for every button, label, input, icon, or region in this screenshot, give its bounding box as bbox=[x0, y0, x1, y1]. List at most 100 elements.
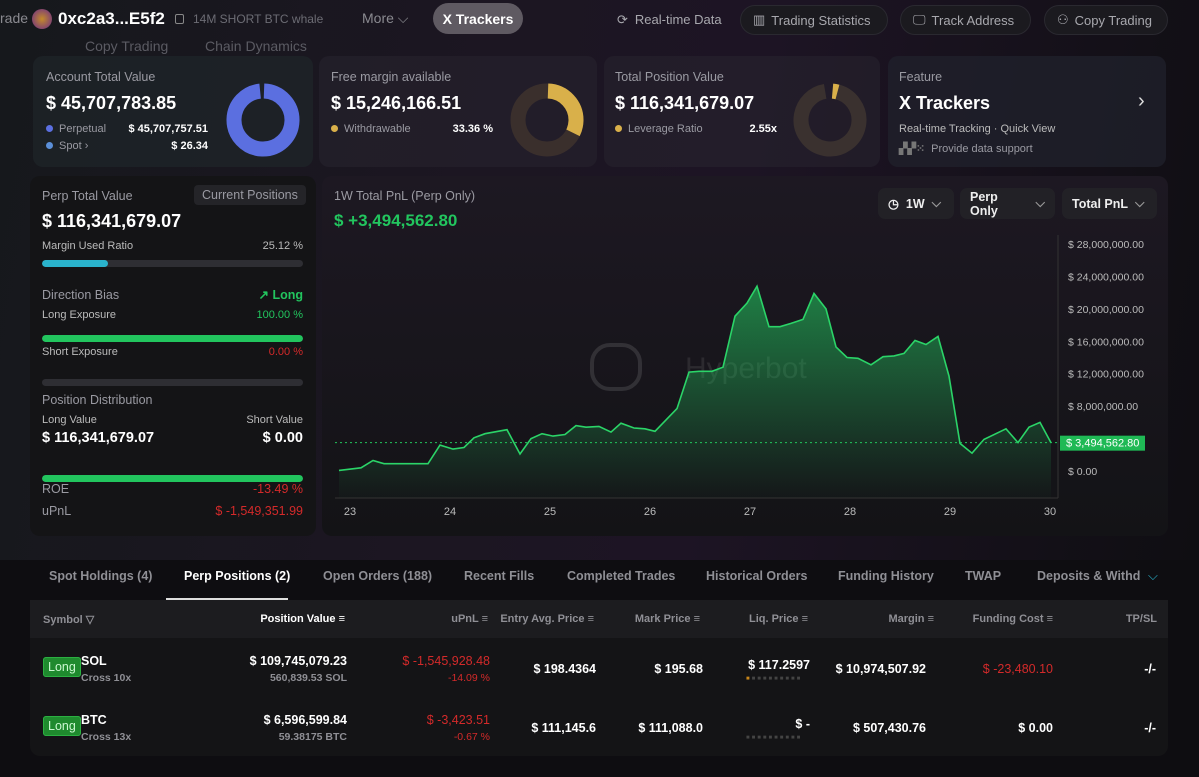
spot-link[interactable]: Spot › bbox=[46, 140, 88, 152]
tab-funding-history[interactable]: Funding History bbox=[838, 569, 934, 583]
copy-trading-button[interactable]: ⚇ Copy Trading bbox=[1044, 5, 1168, 35]
chevron-down-icon[interactable]: ⌵ bbox=[1148, 568, 1158, 583]
nav-copy-trading-ghost[interactable]: Copy Trading bbox=[85, 38, 169, 54]
total-position-card: Total Position Value $ 116,341,679.07 Le… bbox=[604, 56, 880, 167]
long-exposure-value: 100.00 % bbox=[256, 309, 303, 321]
realtime-data-button[interactable]: ⟳ Real-time Data bbox=[617, 12, 722, 28]
trading-statistics-button[interactable]: ▥ Trading Statistics bbox=[740, 5, 888, 35]
pnl-area bbox=[339, 286, 1051, 498]
wallet-alias: 14M SHORT BTC whale bbox=[193, 12, 324, 26]
bar-chart-icon: ▥ bbox=[753, 12, 766, 27]
card-title: Account Total Value bbox=[46, 70, 156, 84]
tab-recent-fills[interactable]: Recent Fills bbox=[464, 569, 535, 583]
x-tick-label: 30 bbox=[1044, 506, 1056, 518]
margin-used-value: 25.12 % bbox=[262, 240, 303, 252]
column-header-position-value[interactable]: Position Value ≡ bbox=[260, 613, 345, 625]
upnl-percent: -14.09 % bbox=[447, 672, 490, 684]
nav-x-trackers[interactable]: X Trackers bbox=[433, 3, 523, 34]
liquidation-risk-meter: ■■■■■■■■■■ bbox=[746, 735, 803, 741]
mark-price: $ 195.68 bbox=[654, 662, 703, 676]
sort-icon[interactable]: ≡ bbox=[1043, 613, 1053, 625]
sort-icon[interactable]: ≡ bbox=[584, 613, 594, 625]
copy-icon[interactable] bbox=[175, 14, 184, 24]
nav-more-label: More bbox=[362, 10, 394, 26]
side-badge: Long bbox=[43, 716, 81, 736]
tp-sl[interactable]: -/- bbox=[1144, 721, 1156, 735]
tab-open-orders[interactable]: Open Orders (188) bbox=[323, 569, 433, 583]
tab-historical-orders[interactable]: Historical Orders bbox=[706, 569, 808, 583]
direction-bias-label: Direction Bias bbox=[42, 287, 120, 302]
metric-dropdown[interactable]: Total PnL ⌵ bbox=[1062, 188, 1157, 219]
distribution-bar bbox=[42, 475, 303, 482]
free-margin-donut bbox=[510, 83, 584, 157]
scope-dropdown[interactable]: Perp Only ⌵ bbox=[960, 188, 1055, 219]
column-header-liq-price[interactable]: Liq. Price ≡ bbox=[748, 613, 808, 625]
sort-icon[interactable]: ≡ bbox=[924, 613, 934, 625]
account-total-value: $ 45,707,783.85 bbox=[46, 93, 177, 113]
sort-icon[interactable]: ≡ bbox=[798, 613, 808, 625]
long-exposure-label: Long Exposure bbox=[42, 309, 116, 321]
sort-icon[interactable]: ≡ bbox=[335, 613, 345, 625]
tp-sl[interactable]: -/- bbox=[1144, 662, 1156, 676]
tab-spot-holdings[interactable]: Spot Holdings (4) bbox=[49, 569, 153, 583]
chevron-right-icon[interactable]: › bbox=[1138, 90, 1145, 112]
sort-icon[interactable]: ≡ bbox=[478, 613, 488, 625]
margin: $ 10,974,507.92 bbox=[835, 662, 926, 676]
tab-deposits-withd[interactable]: Deposits & Withd bbox=[1037, 569, 1141, 583]
margin-used-label: Margin Used Ratio bbox=[42, 240, 134, 252]
tab-twap[interactable]: TWAP bbox=[965, 569, 1002, 583]
long-value-label: Long Value bbox=[42, 414, 97, 426]
column-header-mark-price[interactable]: Mark Price ≡ bbox=[634, 613, 700, 625]
nav-trade[interactable]: rade bbox=[0, 10, 29, 26]
x-tick-label: 24 bbox=[444, 506, 456, 518]
upnl-percent: -0.67 % bbox=[453, 731, 490, 743]
nav-chain-dynamics[interactable]: Chain Dynamics bbox=[205, 38, 307, 54]
y-tick-label: $ 16,000,000.00 bbox=[1068, 336, 1144, 348]
sort-icon[interactable]: ≡ bbox=[690, 613, 700, 625]
tab-completed-trades[interactable]: Completed Trades bbox=[567, 569, 676, 583]
upnl-label: uPnL bbox=[42, 504, 72, 518]
column-header-funding-cost[interactable]: Funding Cost ≡ bbox=[972, 613, 1053, 625]
liquidation-risk-meter: ■■■■■■■■■■ bbox=[746, 676, 803, 682]
card-title: Feature bbox=[899, 70, 943, 84]
position-value: $ 109,745,079.23 bbox=[249, 654, 347, 668]
feature-card[interactable]: Feature X Trackers › Real-time Tracking … bbox=[888, 56, 1166, 167]
feature-desc: Real-time Tracking · Quick View bbox=[899, 123, 1056, 135]
refresh-icon: ⟳ bbox=[617, 12, 628, 27]
withdrawable-value: 33.36 % bbox=[452, 123, 493, 135]
monitor-icon: 🖵 bbox=[913, 12, 926, 27]
free-margin-card: Free margin available $ 15,246,166.51 Wi… bbox=[319, 56, 597, 167]
symbol[interactable]: BTC bbox=[81, 713, 107, 727]
total-position-value: $ 116,341,679.07 bbox=[615, 93, 755, 113]
x-tick-label: 23 bbox=[344, 506, 356, 518]
margin-used-bar bbox=[42, 260, 303, 267]
mark-price: $ 111,088.0 bbox=[638, 721, 703, 735]
current-value-tag bbox=[1060, 435, 1145, 451]
current-positions-button[interactable]: Current Positions bbox=[194, 185, 306, 205]
column-header-entry-avg-price[interactable]: Entry Avg. Price ≡ bbox=[500, 613, 594, 625]
column-header-tp-sl[interactable]: TP/SL bbox=[1125, 613, 1157, 625]
track-address-button[interactable]: 🖵 Track Address bbox=[900, 5, 1031, 35]
leverage-value: 2.55x bbox=[749, 123, 777, 135]
column-header-upnl[interactable]: uPnL ≡ bbox=[451, 613, 488, 625]
chevron-down-icon: ⌵ bbox=[931, 196, 942, 210]
short-exposure-value: 0.00 % bbox=[268, 346, 303, 358]
perp-total-value: $ 116,341,679.07 bbox=[42, 211, 182, 231]
period-dropdown[interactable]: ◷ 1W ⌵ bbox=[878, 188, 954, 219]
filter-icon[interactable]: ▽ bbox=[82, 614, 95, 626]
x-tick-label: 29 bbox=[944, 506, 956, 518]
nav-more[interactable]: More ⌵ bbox=[362, 10, 408, 27]
realtime-label: Real-time Data bbox=[634, 12, 722, 27]
clock-icon: ◷ bbox=[888, 197, 899, 211]
column-header-symbol[interactable]: Symbol ▽ bbox=[43, 614, 95, 626]
symbol[interactable]: SOL bbox=[81, 654, 107, 668]
tab-perp-positions[interactable]: Perp Positions (2) bbox=[184, 569, 291, 583]
chart-pnl-value: $ +3,494,562.80 bbox=[334, 211, 458, 230]
table-header-row bbox=[30, 600, 1168, 638]
position-size: 59.38175 BTC bbox=[278, 731, 347, 743]
y-tick-label: $ 28,000,000.00 bbox=[1068, 239, 1144, 251]
perp-title: Perp Total Value bbox=[42, 189, 133, 203]
short-value-label: Short Value bbox=[246, 414, 303, 426]
column-header-margin[interactable]: Margin ≡ bbox=[888, 613, 934, 625]
